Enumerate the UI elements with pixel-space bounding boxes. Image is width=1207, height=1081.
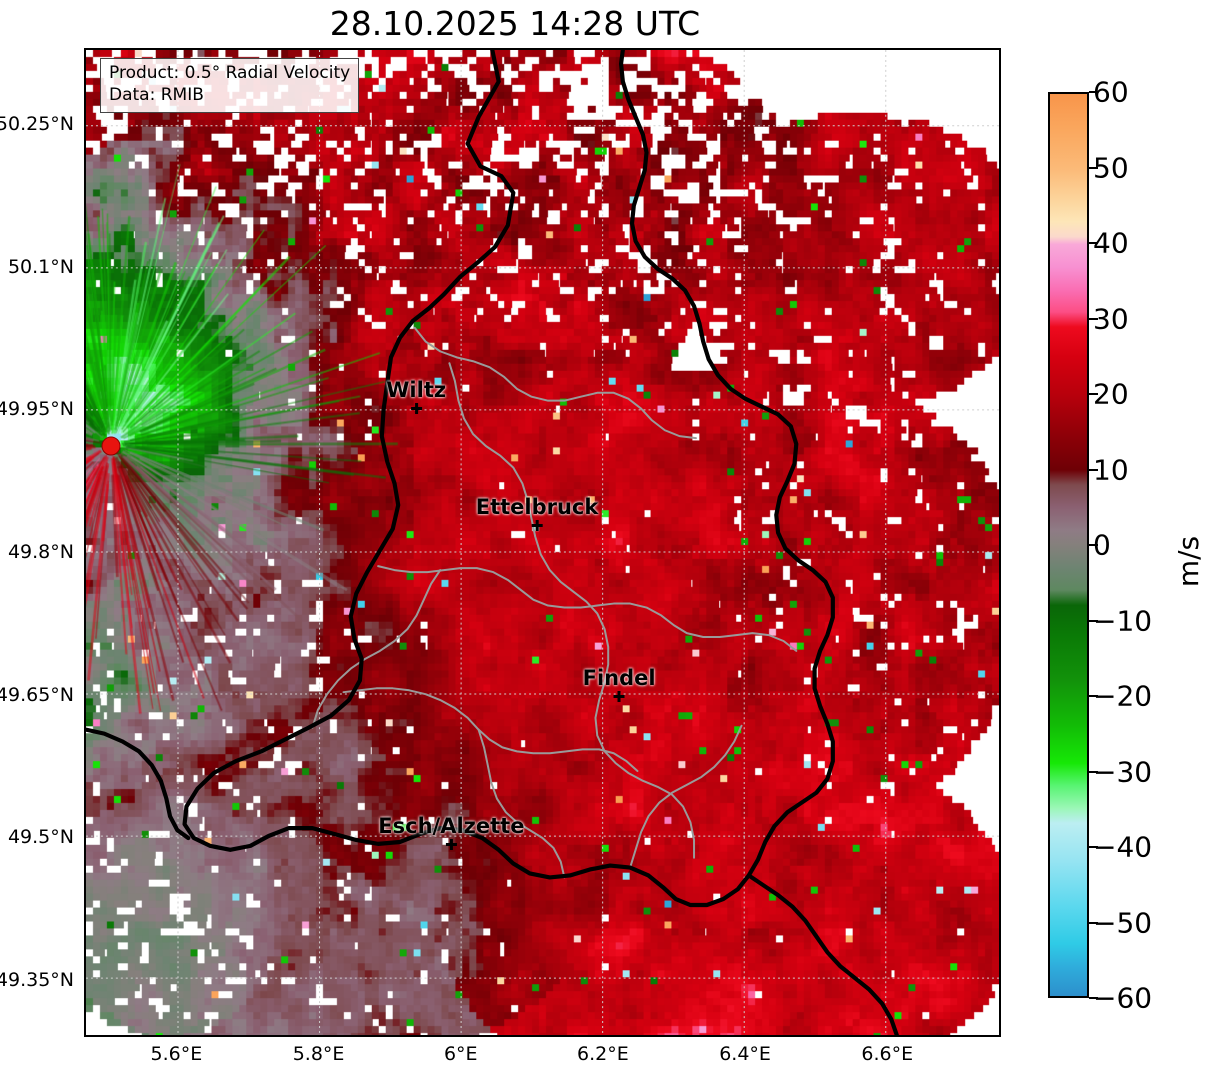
latitude-tick-label: 50.25°N [0, 113, 74, 136]
admin-border-line [477, 728, 566, 879]
admin-border-line [448, 362, 696, 859]
latitude-tick-label: 49.8°N [7, 541, 74, 563]
colorbar-tick-label: 60 [1093, 75, 1129, 109]
colorbar-tick-mark [1089, 921, 1098, 924]
admin-border-line [629, 724, 743, 869]
map-borders-layer [86, 50, 899, 1035]
product-line: Product: 0.5° Radial Velocity [109, 63, 351, 83]
colorbar-tick-mark [1089, 393, 1098, 395]
colorbar-tick-mark [1089, 317, 1098, 320]
longitude-tick-label: 6.4°E [719, 1043, 771, 1065]
latitude-tick-label: 49.95°N [0, 398, 74, 421]
latitude-tick-label: 49.65°N [0, 683, 74, 706]
colorbar-tick-label: −30 [1093, 755, 1153, 788]
colorbar-tick-mark [1089, 544, 1098, 546]
colorbar-tick-mark [1089, 468, 1098, 471]
colorbar-tick-mark [1089, 619, 1098, 622]
latitude-tick-label: 50.1°N [7, 255, 74, 278]
colorbar-tick-label: 50 [1093, 151, 1129, 184]
colorbar-tick-mark [1089, 846, 1098, 848]
colorbar-tick-mark [1089, 997, 1098, 999]
colorbar-tick-mark [1089, 91, 1098, 93]
colorbar-tick-label: 10 [1093, 453, 1129, 486]
colorbar-tick-mark [1089, 695, 1098, 697]
country-border-line [746, 873, 899, 1035]
radar-map-plot[interactable]: Product: 0.5° Radial Velocity Data: RMIB… [84, 48, 1001, 1037]
colorbar-label: m/s [1172, 535, 1206, 588]
country-border-line [182, 50, 835, 908]
colorbar-tick-label: −40 [1093, 830, 1153, 864]
radar-site-marker [101, 436, 121, 456]
admin-border-line [342, 687, 639, 772]
admin-border-line [311, 569, 442, 729]
latitude-tick-label: 49.5°N [7, 826, 74, 849]
product-info-box: Product: 0.5° Radial Velocity Data: RMIB [100, 58, 360, 113]
admin-border-line [413, 326, 697, 440]
colorbar [1048, 92, 1089, 998]
colorbar-tick-label: 0 [1093, 528, 1111, 562]
admin-border-line [377, 565, 798, 652]
colorbar-tick-mark [1089, 166, 1098, 169]
colorbar-tick-label: −50 [1093, 906, 1153, 939]
longitude-tick-label: 5.6°E [150, 1043, 203, 1065]
colorbar-tick-label: −10 [1093, 604, 1153, 637]
colorbar-tick-label: 40 [1093, 226, 1129, 260]
radar-velocity-field [86, 50, 999, 1035]
colorbar-tick-mark [1089, 242, 1098, 244]
colorbar-gradient [1050, 94, 1087, 996]
longitude-tick-label: 6.6°E [861, 1043, 914, 1065]
colorbar-tick-label: 30 [1093, 302, 1129, 335]
country-border-line [86, 727, 191, 841]
longitude-tick-label: 5.8°E [292, 1043, 345, 1065]
colorbar-tick-label: −20 [1093, 679, 1153, 713]
colorbar-tick-mark [1089, 770, 1098, 773]
page-title: 28.10.2025 14:28 UTC [329, 4, 701, 43]
longitude-tick-label: 6°E [443, 1043, 478, 1065]
data-source-line: Data: RMIB [109, 84, 204, 105]
colorbar-tick-label: −60 [1093, 981, 1153, 1015]
longitude-tick-label: 6.2°E [577, 1043, 629, 1065]
colorbar-tick-label: 20 [1093, 377, 1129, 411]
latitude-tick-label: 49.35°N [0, 968, 74, 991]
